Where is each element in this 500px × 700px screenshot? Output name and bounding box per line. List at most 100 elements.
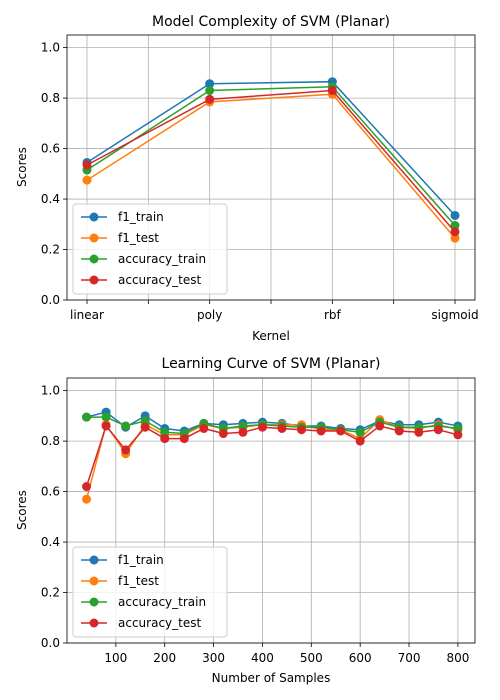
- legend-entry: accuracy_test: [81, 616, 201, 630]
- x-tick-label: poly: [197, 308, 222, 322]
- data-point: [336, 426, 346, 436]
- x-tick-label: 800: [446, 651, 469, 665]
- x-tick-label: linear: [70, 308, 104, 322]
- legend-marker: [89, 618, 99, 628]
- series-accuracy_test: [82, 86, 460, 237]
- data-point: [316, 426, 326, 436]
- data-point: [450, 221, 460, 231]
- data-point: [82, 175, 92, 185]
- y-tick-label: 0.4: [41, 192, 60, 206]
- ticks: 100 200 300 400 500 600 700 800 0.0 0.2 0.4 0.6 0.8 1…: [41, 384, 469, 665]
- data-point: [257, 422, 267, 432]
- y-axis-label: Scores: [15, 490, 29, 530]
- data-point: [433, 425, 443, 435]
- series-line: [86, 85, 456, 227]
- y-tick-label: 0.2: [41, 243, 60, 257]
- y-tick-label: 0.0: [41, 293, 60, 307]
- data-point: [82, 494, 92, 504]
- legend-entry: f1_test: [81, 574, 159, 588]
- legend-label: f1_test: [118, 231, 159, 245]
- data-point: [101, 412, 111, 422]
- chart-learning-curve: 100 200 300 400 500 600 700 800 0.0 0.2 0.4 0.6 0.8 1…: [15, 356, 476, 685]
- x-axis-label: Number of Samples: [212, 671, 331, 685]
- chart-title: Learning Curve of SVM (Planar): [162, 356, 381, 372]
- data-point: [453, 423, 463, 433]
- data-point: [414, 427, 424, 437]
- data-point: [140, 422, 150, 432]
- legend-marker: [89, 576, 99, 586]
- legend: f1_train f1_test accuracy_train accuracy_te…: [72, 203, 228, 295]
- data-point: [450, 210, 460, 220]
- data-point: [160, 434, 170, 444]
- x-tick-label: sigmoid: [431, 308, 478, 322]
- data-point: [453, 430, 463, 440]
- y-tick-label: 1.0: [41, 384, 60, 398]
- data-point: [297, 425, 307, 435]
- data-point: [205, 86, 215, 96]
- legend-marker: [89, 233, 99, 243]
- data-point: [238, 421, 248, 431]
- data-point: [205, 79, 215, 89]
- data-point: [327, 86, 337, 96]
- data-point: [82, 482, 92, 492]
- y-axis-label: Scores: [15, 147, 29, 187]
- x-tick-label: 400: [251, 651, 274, 665]
- legend-marker: [89, 597, 99, 607]
- legend-marker: [89, 212, 99, 222]
- data-point: [218, 429, 228, 439]
- legend-box: [72, 546, 228, 638]
- data-point: [355, 427, 365, 437]
- y-tick-label: 0.0: [41, 636, 60, 650]
- series-line: [86, 89, 456, 233]
- data-point: [394, 426, 404, 436]
- series-f1_train: [82, 77, 460, 220]
- y-tick-label: 0.6: [41, 142, 60, 156]
- legend-label: accuracy_test: [118, 616, 201, 630]
- data-point: [277, 423, 287, 433]
- series-accuracy_test: [82, 421, 463, 492]
- y-tick-label: 0.4: [41, 535, 60, 549]
- data-point: [179, 434, 189, 444]
- data-point: [450, 233, 460, 243]
- legend-marker: [89, 254, 99, 264]
- data-point: [355, 436, 365, 446]
- data-point: [121, 445, 131, 455]
- data-point: [82, 160, 92, 170]
- x-tick-label: 300: [202, 651, 225, 665]
- data-point: [101, 421, 111, 431]
- data-point: [238, 427, 248, 437]
- legend-label: f1_test: [118, 574, 159, 588]
- legend-marker: [89, 555, 99, 565]
- data-point: [160, 427, 170, 437]
- y-tick-label: 0.8: [41, 434, 60, 448]
- chart-title: Model Complexity of SVM (Planar): [152, 14, 390, 30]
- legend-label: f1_train: [118, 210, 164, 224]
- x-tick-label: 200: [153, 651, 176, 665]
- data-point: [82, 412, 92, 422]
- legend-label: accuracy_train: [118, 252, 206, 266]
- chart-model-complexity: linear poly rbf sigmoid 0.0 0.2 0.4 0.6 0.8 1.0 M…: [15, 14, 479, 343]
- data-point: [140, 416, 150, 426]
- x-tick-label: 700: [398, 651, 421, 665]
- legend: f1_train f1_test accuracy_train accuracy_te…: [72, 546, 228, 638]
- legend-entry: f1_train: [81, 210, 164, 224]
- y-tick-label: 0.6: [41, 485, 60, 499]
- series-layer: [82, 407, 463, 504]
- ticks: linear poly rbf sigmoid 0.0 0.2 0.4 0.6 0.8 1.0: [41, 41, 479, 322]
- y-tick-label: 0.2: [41, 586, 60, 600]
- data-point: [450, 227, 460, 237]
- series-line: [85, 424, 459, 487]
- data-point: [205, 94, 215, 104]
- series-layer: [82, 77, 460, 243]
- x-tick-label: 500: [300, 651, 323, 665]
- data-point: [121, 421, 131, 431]
- legend-label: accuracy_train: [118, 595, 206, 609]
- legend-marker: [89, 275, 99, 285]
- legend-box: [72, 203, 228, 295]
- legend-entry: f1_test: [81, 231, 159, 245]
- legend-entry: accuracy_train: [81, 595, 206, 609]
- legend-label: f1_train: [118, 553, 164, 567]
- series-line: [86, 93, 456, 239]
- x-tick-label: 100: [104, 651, 127, 665]
